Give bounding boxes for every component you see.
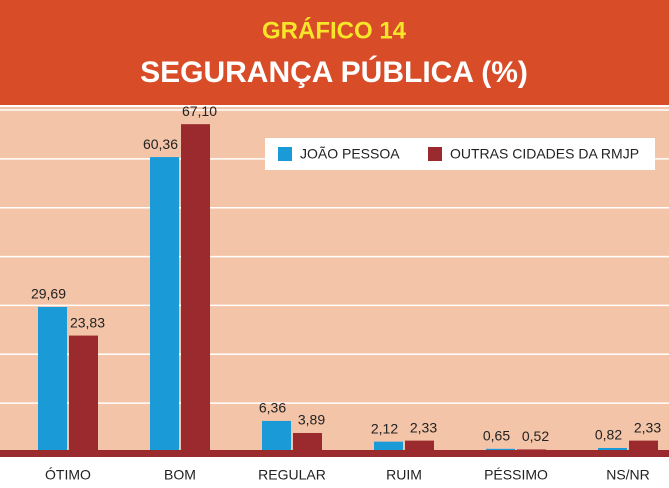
bar (405, 440, 434, 452)
x-tick-label: ÓTIMO (45, 467, 91, 483)
x-tick-label: REGULAR (258, 467, 326, 483)
bar (69, 335, 98, 452)
x-tick-label: RUIM (386, 467, 422, 483)
legend-swatch (278, 147, 292, 161)
baseline (0, 450, 669, 457)
bar (38, 306, 67, 452)
bar (262, 420, 291, 452)
value-label: 2,33 (410, 419, 437, 435)
x-tick-label: BOM (164, 467, 196, 483)
value-label: 3,89 (298, 412, 325, 428)
value-label: 6,36 (259, 400, 286, 416)
bar (293, 432, 322, 452)
value-label: 23,83 (70, 314, 105, 330)
bar (598, 447, 627, 452)
legend-box (265, 138, 655, 170)
bar (374, 441, 403, 452)
value-label: 29,69 (31, 286, 66, 302)
legend-swatch (428, 147, 442, 161)
value-label: 2,33 (634, 419, 661, 435)
x-tick-label: PÉSSIMO (484, 467, 548, 483)
value-label: 60,36 (143, 136, 178, 152)
chart-title: GRÁFICO 14 (262, 16, 407, 44)
x-tick-label: NS/NR (606, 467, 650, 483)
header-band (0, 0, 669, 105)
legend-label: JOÃO PESSOA (300, 146, 400, 162)
bar (629, 440, 658, 452)
value-label: 2,12 (371, 420, 398, 436)
legend-label: OUTRAS CIDADES DA RMJP (450, 146, 639, 162)
value-label: 0,52 (522, 428, 549, 444)
value-label: 0,82 (595, 427, 622, 443)
bar (150, 157, 179, 453)
chart-subtitle: SEGURANÇA PÚBLICA (%) (140, 55, 528, 89)
value-label: 0,65 (483, 428, 510, 444)
bar (181, 124, 210, 452)
value-label: 67,10 (182, 103, 217, 119)
